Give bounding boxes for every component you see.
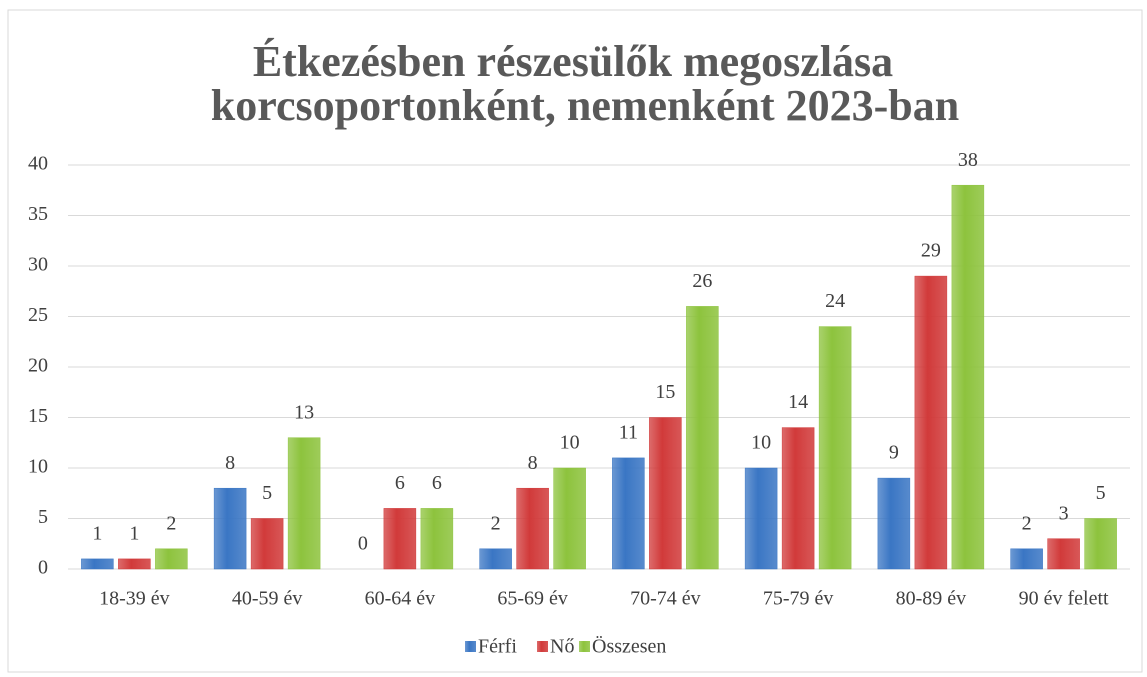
data-label: 3 bbox=[1059, 502, 1069, 524]
bar bbox=[649, 417, 682, 570]
data-label: 1 bbox=[92, 522, 102, 544]
bar bbox=[420, 508, 454, 570]
data-label: 1 bbox=[129, 522, 139, 544]
legend-swatch bbox=[537, 641, 548, 652]
x-tick-label: 60-64 év bbox=[365, 588, 436, 610]
data-label: 5 bbox=[1096, 482, 1106, 504]
y-tick-label: 30 bbox=[28, 254, 48, 276]
bar bbox=[516, 487, 549, 570]
x-tick-label: 70-74 év bbox=[630, 588, 701, 610]
bar bbox=[383, 508, 417, 570]
bar bbox=[118, 558, 151, 570]
y-tick-label: 10 bbox=[28, 456, 48, 478]
data-label: 6 bbox=[432, 472, 442, 494]
legend-label: Nő bbox=[550, 636, 574, 658]
bar bbox=[877, 477, 911, 570]
chart-title: korcsoportonként, nemenként 2023-ban bbox=[211, 81, 959, 130]
data-label: 10 bbox=[751, 432, 771, 454]
bar bbox=[744, 467, 778, 570]
data-label: 13 bbox=[294, 401, 314, 423]
data-label: 29 bbox=[921, 240, 941, 262]
data-label: 15 bbox=[655, 381, 675, 403]
bar bbox=[81, 558, 114, 570]
legend-label: Összesen bbox=[592, 635, 666, 658]
data-label: 26 bbox=[692, 270, 712, 292]
bar bbox=[479, 548, 512, 570]
data-label: 2 bbox=[166, 512, 176, 534]
data-label: 38 bbox=[958, 149, 978, 171]
bar bbox=[612, 457, 645, 570]
legend-swatch bbox=[465, 641, 476, 652]
bar bbox=[155, 548, 188, 570]
data-label: 0 bbox=[358, 533, 368, 555]
bar bbox=[553, 467, 586, 570]
y-tick-label: 0 bbox=[38, 557, 48, 579]
data-label: 24 bbox=[825, 290, 845, 312]
data-label: 2 bbox=[491, 512, 501, 534]
y-tick-label: 35 bbox=[28, 203, 48, 225]
data-label: 10 bbox=[560, 432, 580, 454]
data-label: 2 bbox=[1022, 512, 1032, 534]
bar bbox=[1010, 548, 1043, 570]
bar bbox=[1047, 538, 1080, 570]
data-label: 6 bbox=[395, 472, 405, 494]
data-label: 5 bbox=[262, 482, 272, 504]
bar bbox=[781, 427, 815, 570]
data-label: 8 bbox=[528, 452, 538, 474]
y-tick-label: 15 bbox=[28, 405, 48, 427]
chart-title: Étkezésben részesülők megoszlása bbox=[253, 37, 893, 86]
x-tick-label: 65-69 év bbox=[497, 588, 568, 610]
data-label: 8 bbox=[225, 452, 235, 474]
legend-swatch bbox=[579, 641, 590, 652]
x-tick-label: 40-59 év bbox=[232, 588, 303, 610]
bar bbox=[951, 184, 985, 570]
y-tick-label: 40 bbox=[28, 153, 48, 175]
bar bbox=[818, 326, 852, 570]
x-tick-label: 90 év felett bbox=[1019, 588, 1109, 610]
legend-label: Férfi bbox=[478, 636, 517, 658]
data-label: 14 bbox=[788, 391, 808, 413]
x-tick-label: 18-39 év bbox=[99, 588, 170, 610]
data-label: 11 bbox=[619, 421, 638, 443]
y-tick-label: 20 bbox=[28, 355, 48, 377]
x-tick-label: 75-79 év bbox=[763, 588, 834, 610]
data-label: 9 bbox=[889, 442, 899, 464]
bar bbox=[250, 518, 284, 570]
bar bbox=[287, 437, 321, 570]
bar bbox=[1084, 518, 1117, 570]
x-tick-label: 80-89 év bbox=[896, 588, 967, 610]
y-tick-label: 5 bbox=[38, 506, 48, 528]
y-tick-label: 25 bbox=[28, 304, 48, 326]
bar bbox=[914, 275, 948, 570]
bar bbox=[213, 487, 247, 570]
bar bbox=[686, 306, 719, 570]
